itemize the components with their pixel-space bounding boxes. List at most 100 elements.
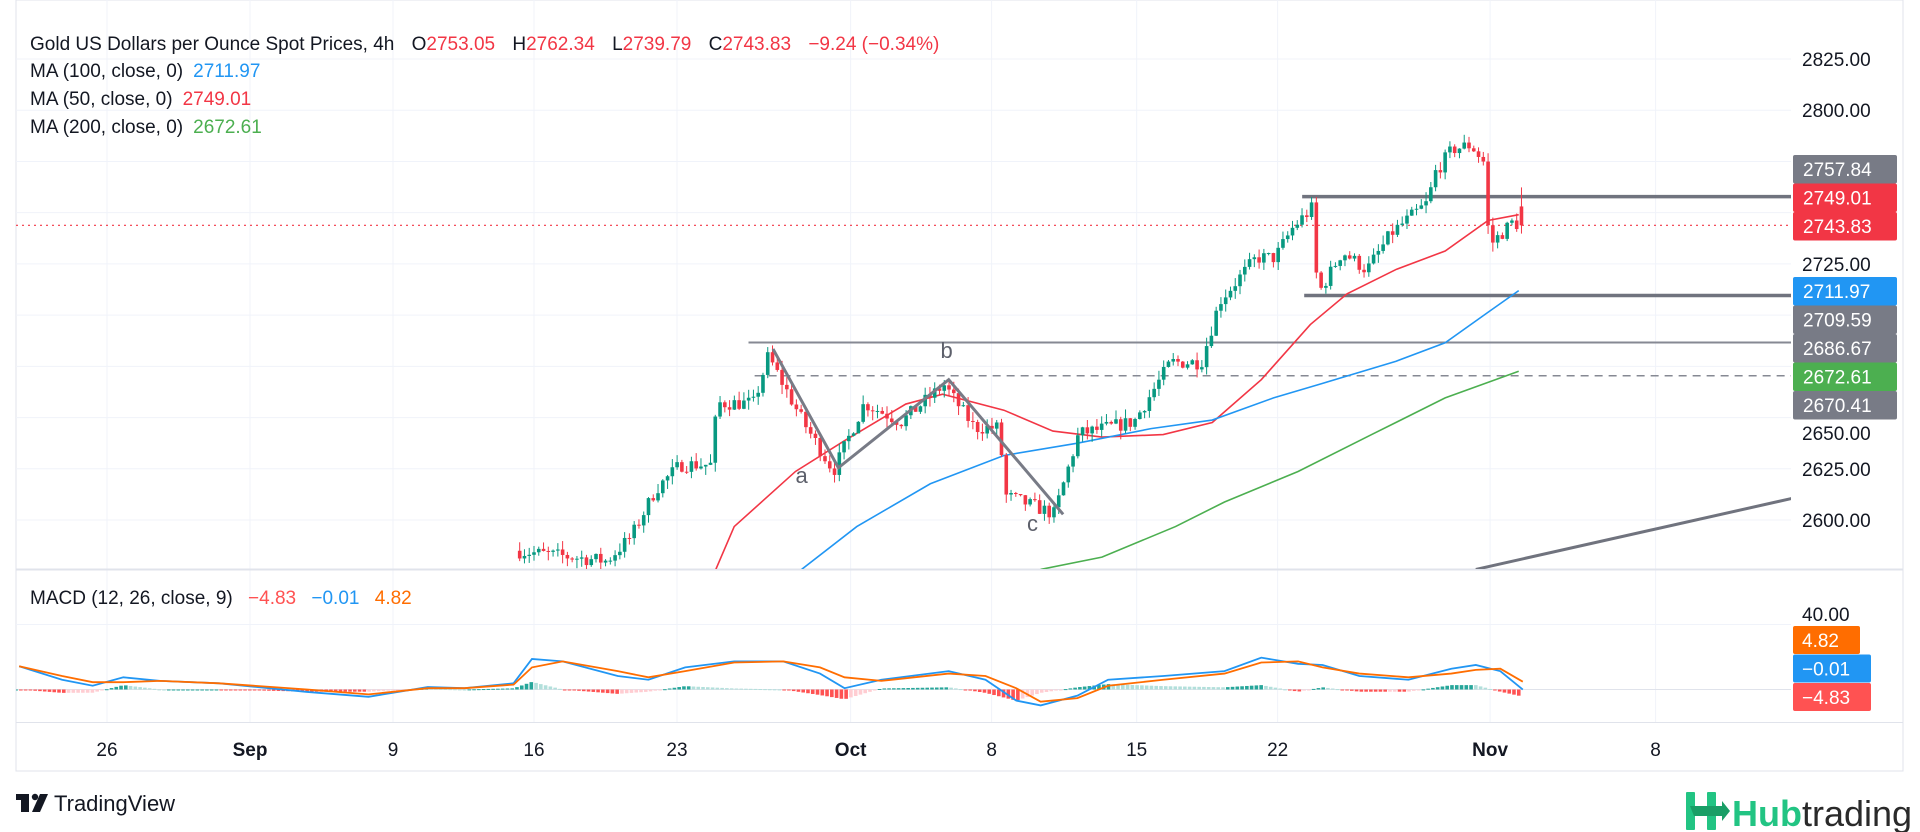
candle	[723, 402, 727, 408]
macd-histogram-bar	[772, 689, 777, 691]
macd-histogram-bar	[1474, 685, 1478, 690]
macd-histogram-bar	[305, 689, 309, 692]
candle	[1099, 423, 1104, 430]
candle	[1223, 297, 1228, 305]
macd-histogram-bar	[171, 689, 176, 691]
candle	[1390, 231, 1395, 235]
macd-histogram-bar	[519, 685, 524, 690]
macd-histogram-bar	[787, 689, 791, 691]
price-badge-bg	[1793, 277, 1897, 306]
candle	[1095, 426, 1099, 430]
candle	[684, 471, 689, 473]
candle	[1305, 215, 1309, 217]
macd-histogram-bar	[705, 687, 710, 690]
macd-histogram-bar	[1173, 686, 1178, 690]
price-pane[interactable]: a b c	[16, 134, 1793, 571]
macd-histogram-bar	[1412, 689, 1416, 691]
candle	[1004, 455, 1009, 495]
ma50-legend[interactable]: MA (50, close, 0) 2749.01	[30, 89, 251, 110]
candle	[1195, 360, 1199, 370]
price-badge-bg	[1793, 212, 1897, 241]
macd-histogram-bar	[744, 688, 748, 690]
candle	[770, 352, 775, 363]
candle	[1023, 495, 1028, 505]
macd-badge: 4.82	[1793, 626, 1860, 654]
hubtrading-logo: Hubtrading	[1686, 792, 1912, 832]
trend-line[interactable]	[1475, 497, 1793, 569]
macd-histogram-bar	[16, 689, 18, 691]
ma100-legend[interactable]: MA (100, close, 0) 2711.97	[30, 61, 260, 82]
candle	[527, 554, 532, 556]
candle	[1295, 224, 1300, 228]
macd-pane[interactable]	[14, 656, 1791, 707]
candle	[627, 537, 632, 539]
macd-histogram-bar	[391, 689, 395, 691]
candle	[737, 400, 741, 409]
candle	[1471, 148, 1476, 152]
tradingview-wordmark: TradingView	[54, 791, 175, 816]
price-badge-bg	[1793, 183, 1897, 212]
candle	[1438, 170, 1443, 173]
candle	[1090, 426, 1094, 434]
macd-histogram-bar	[1497, 689, 1502, 692]
candle	[1500, 235, 1505, 239]
macd-histogram-bar	[1459, 685, 1464, 690]
candle	[556, 549, 560, 551]
macd-histogram-bar	[944, 687, 949, 690]
chart-frame	[15, 0, 1904, 772]
ma200-legend[interactable]: MA (200, close, 0) 2672.61	[30, 117, 262, 138]
macd-histogram-bar	[1378, 689, 1383, 692]
macd-histogram-bar	[453, 689, 457, 691]
macd-histogram-bar	[209, 689, 214, 691]
macd-histogram-bar	[1025, 689, 1030, 698]
macd-histogram-bar	[228, 689, 233, 691]
macd-histogram-bar	[1407, 689, 1411, 692]
macd-legend[interactable]: MACD (12, 26, close, 9) −4.83 −0.01 4.82	[30, 588, 412, 609]
candle	[1424, 201, 1428, 206]
tradingview-logo[interactable]: TradingView	[16, 791, 175, 816]
macd-histogram-bar	[1154, 685, 1159, 690]
macd-axis-label: 40.00	[1802, 605, 1850, 626]
macd-histogram-bar	[853, 689, 858, 697]
macd-histogram-bar	[1273, 687, 1278, 690]
candle	[1300, 215, 1304, 225]
macd-histogram-bar	[109, 688, 114, 690]
macd-histogram-bar	[801, 689, 806, 693]
macd-histogram-bar	[763, 689, 767, 691]
price-badge-label: 2686.67	[1803, 339, 1872, 360]
macd-histogram-bar	[1488, 688, 1492, 690]
candle	[1414, 208, 1419, 210]
macd-badge: −4.83	[1793, 683, 1871, 711]
time-tick-label: Nov	[1472, 740, 1508, 761]
candle	[885, 413, 889, 419]
candle	[1457, 148, 1462, 154]
macd-histogram-bar	[1450, 685, 1454, 690]
macd-histogram-bar	[104, 689, 109, 691]
macd-histogram-bar	[205, 689, 209, 691]
macd-histogram-bar	[1340, 689, 1345, 691]
macd-histogram-bar	[734, 688, 739, 690]
macd-histogram-bar	[200, 689, 204, 691]
time-axis[interactable]: 26 Sep 9 16 23 Oct 8 15 22 Nov 8	[96, 740, 1660, 761]
macd-histogram-bar	[1240, 686, 1244, 690]
macd-histogram-bar	[677, 687, 681, 690]
macd-histogram-bar	[443, 688, 448, 690]
candle	[1176, 359, 1180, 362]
macd-histogram-bar	[214, 689, 219, 691]
candle	[947, 385, 951, 390]
macd-histogram-bar	[558, 688, 562, 690]
abc-wave-line[interactable]	[771, 348, 1065, 516]
price-badge-label: 2672.61	[1803, 368, 1872, 389]
macd-histogram-bar	[19, 689, 23, 691]
macd-histogram-bar	[1202, 686, 1206, 690]
candle	[718, 402, 722, 417]
price-axis[interactable]: 2825.00 2800.00 2725.00 2625.00 2600.00 2650.…	[1802, 50, 1871, 532]
macd-histogram-bar	[448, 689, 452, 691]
candle	[1514, 220, 1519, 230]
candle	[703, 464, 708, 467]
macd-histogram-bar	[1206, 687, 1211, 690]
time-tick-label: 22	[1267, 740, 1288, 761]
open-value: 2753.05	[426, 34, 495, 55]
macd-histogram-bar	[1321, 687, 1325, 690]
